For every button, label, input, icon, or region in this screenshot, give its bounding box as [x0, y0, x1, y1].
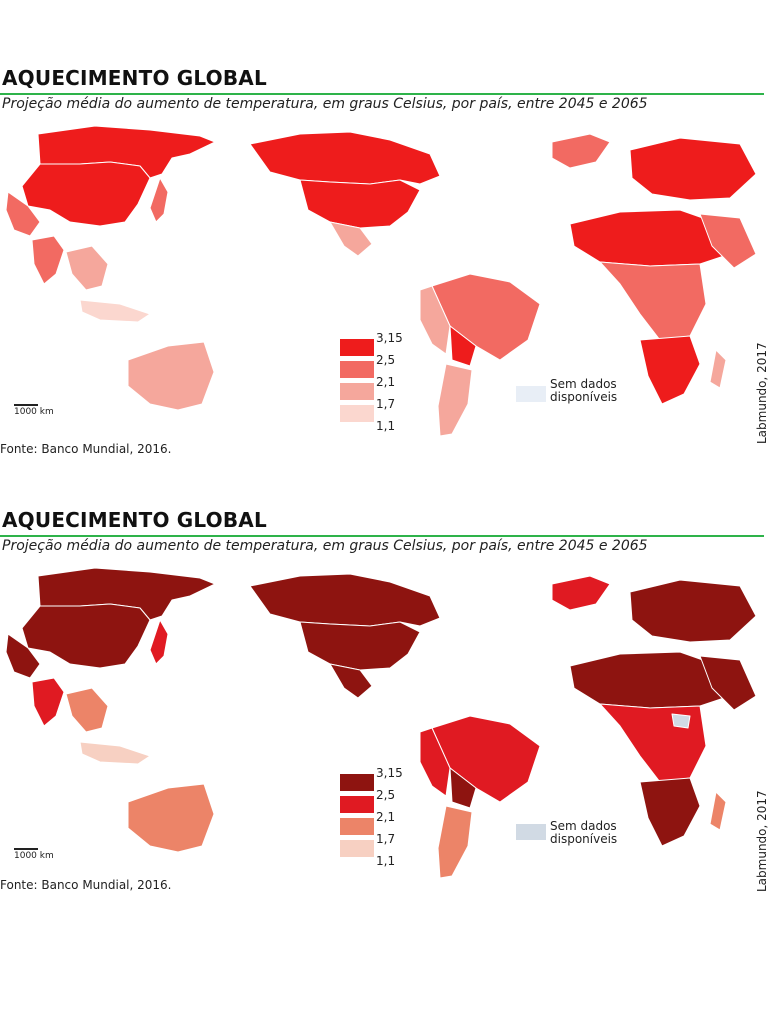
region-argentina — [437, 363, 473, 437]
legend-label: 2,5 — [376, 788, 396, 802]
legend-swatch — [340, 840, 374, 857]
region-india — [31, 677, 65, 727]
source: Fonte: Banco Mundial, 2016. — [0, 442, 172, 456]
title-rule — [0, 93, 764, 95]
region-middle-east — [699, 213, 757, 269]
region-australia — [127, 341, 215, 411]
region-brazil — [431, 273, 541, 361]
source: Fonte: Banco Mundial, 2016. — [0, 878, 172, 892]
scale-bar: 1000 km — [14, 848, 54, 861]
region-brazil — [431, 715, 541, 803]
world-map — [5, 125, 757, 437]
region-japan — [149, 619, 169, 665]
legend-label: 1,1 — [376, 854, 396, 868]
credit: Labmundo, 2017 — [755, 790, 768, 892]
legend-swatch — [340, 339, 374, 356]
scale-line — [14, 848, 38, 850]
scale-bar: 1000 km — [14, 404, 54, 417]
scale-line — [14, 404, 38, 406]
region-central-asia — [21, 161, 151, 227]
region-central-africa — [599, 261, 707, 341]
region-madagascar — [709, 791, 727, 831]
legend-swatch — [340, 361, 374, 378]
map-title: AQUECIMENTO GLOBAL — [2, 66, 267, 90]
region-argentina — [437, 805, 473, 879]
region-indonesia — [79, 299, 151, 323]
legend-label: 2,5 — [376, 353, 396, 367]
region-greenland — [551, 133, 611, 169]
map-subtitle: Projeção média do aumento de temperatura… — [2, 96, 648, 112]
region-usa — [299, 179, 421, 229]
region-canada — [249, 573, 441, 627]
map-panel-1: AQUECIMENTO GLOBAL Projeção média do aum… — [0, 66, 768, 466]
scale-label: 1000 km — [14, 407, 54, 417]
region-usa — [299, 621, 421, 671]
no-data-label: Sem dados disponíveis — [550, 819, 618, 846]
no-data-swatch — [516, 386, 546, 402]
region-indonesia — [79, 741, 151, 765]
region-japan — [149, 177, 169, 223]
no-data-label: Sem dados disponíveis — [550, 377, 618, 404]
region-north-africa — [569, 651, 731, 709]
map-subtitle: Projeção média do aumento de temperatura… — [2, 538, 648, 554]
region-madagascar — [709, 349, 727, 389]
legend-label: 2,1 — [376, 375, 396, 389]
region-west-asia — [5, 191, 41, 237]
title-rule — [0, 535, 764, 537]
region-greenland — [551, 575, 611, 611]
legend-label: 1,7 — [376, 397, 396, 411]
scale-label: 1000 km — [14, 851, 54, 861]
legend-swatch — [340, 818, 374, 835]
region-bolivia — [449, 325, 477, 367]
region-southern-africa — [639, 777, 701, 847]
legend-swatch — [340, 405, 374, 422]
region-west-asia — [5, 633, 41, 679]
region-australia — [127, 783, 215, 853]
region-mexico — [329, 663, 373, 699]
region-india — [31, 235, 65, 285]
legend-swatch — [340, 383, 374, 400]
region-middle-east — [699, 655, 757, 711]
legend-label: 1,7 — [376, 832, 396, 846]
region-southeast-asia — [65, 687, 109, 733]
world-map — [5, 567, 757, 879]
legend-label: 3,15 — [376, 766, 403, 780]
region-southeast-asia — [65, 245, 109, 291]
region-bolivia — [449, 767, 477, 809]
region-southern-africa — [639, 335, 701, 405]
no-data-swatch — [516, 824, 546, 840]
legend-label: 3,15 — [376, 331, 403, 345]
region-andes — [419, 285, 451, 355]
region-mexico — [329, 221, 373, 257]
legend-swatch — [340, 774, 374, 791]
region-east-africa-nodata — [671, 713, 691, 729]
legend-swatch — [340, 796, 374, 813]
region-north-africa — [569, 209, 731, 267]
legend-label: 1,1 — [376, 419, 396, 433]
legend-label: 2,1 — [376, 810, 396, 824]
region-europe — [629, 137, 757, 201]
region-europe — [629, 579, 757, 643]
region-canada — [249, 131, 441, 185]
credit: Labmundo, 2017 — [755, 342, 768, 444]
map-panel-2: AQUECIMENTO GLOBAL Projeção média do aum… — [0, 508, 768, 908]
map-title: AQUECIMENTO GLOBAL — [2, 508, 267, 532]
region-central-asia — [21, 603, 151, 669]
region-andes — [419, 727, 451, 797]
